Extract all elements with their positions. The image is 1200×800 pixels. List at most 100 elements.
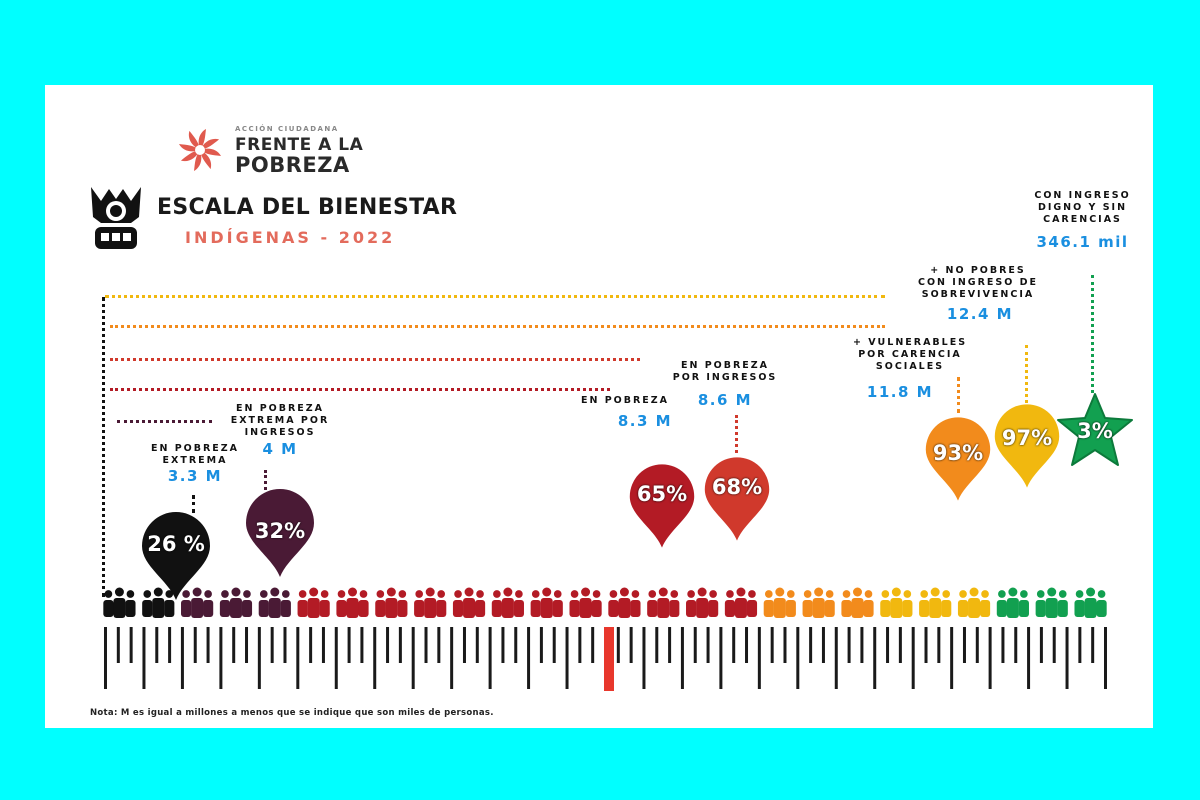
ruler-tick [796, 627, 800, 689]
pin-connector-red [735, 415, 738, 453]
value-poverty-income: 8.6 M [697, 391, 753, 409]
ruler-tick [180, 627, 184, 689]
ruler-tick [398, 627, 402, 663]
ruler-tick [411, 627, 415, 689]
people-group-icon [414, 587, 447, 618]
label-extreme-poverty-income: EN POBREZA EXTREMA POR INGRESOS [230, 403, 330, 438]
value-extreme-poverty-income: 4 M [262, 440, 298, 458]
value-vulnerable: 11.8 M [866, 383, 934, 401]
ruler-tick [193, 627, 197, 663]
ruler-tick [257, 627, 261, 689]
ruler-tick [847, 627, 851, 663]
logo-center [195, 145, 205, 155]
ruler-tick [552, 627, 556, 663]
ruler-tick [437, 627, 441, 663]
people-group-icon [375, 587, 408, 618]
ruler-tick [783, 627, 787, 663]
label-poverty: EN POBREZA [580, 395, 670, 406]
ruler-tick [501, 627, 505, 663]
people-group-icon [841, 587, 874, 618]
ruler-tick [629, 627, 633, 663]
ruler-tick [360, 627, 364, 663]
flower-logo-icon [179, 129, 221, 171]
org-line1: FRENTE A LA [235, 135, 364, 155]
value-poverty: 8.3 M [617, 412, 673, 430]
ruler-tick [386, 627, 390, 663]
ruler-tick [462, 627, 466, 663]
percent-orange: 93% [932, 441, 984, 465]
ruler-tick [424, 627, 428, 663]
ruler-tick [514, 627, 518, 663]
ruler-tick [693, 627, 697, 663]
ruler-tick [898, 627, 902, 663]
people-group-icon [996, 587, 1029, 618]
ruler-tick [770, 627, 774, 663]
people-group-icon [647, 587, 680, 618]
percent-red: 68% [711, 475, 763, 499]
people-group-icon [1074, 587, 1107, 618]
logo-petal [198, 129, 206, 150]
ruler-tick [962, 627, 966, 663]
people-group-icon [219, 587, 253, 618]
ruler-tick [680, 627, 684, 689]
pin-crimson [629, 464, 695, 548]
ruler-tick [860, 627, 864, 663]
ruler-tick [373, 627, 377, 689]
ruler-tick [886, 627, 890, 663]
ruler-tick [988, 627, 992, 689]
label-non-poor-survival: + NO POBRES CON INGRESO DE SOBREVIVENCIA [918, 265, 1038, 300]
ruler-tick [950, 627, 954, 689]
ruler-tick [873, 627, 877, 689]
ruler-tick [245, 627, 249, 663]
logo-petal [180, 150, 200, 162]
infographic-card: ACCIÓN CIUDADANA FRENTE A LA POBREZA ESC… [45, 85, 1153, 728]
people-group-icon [919, 587, 952, 618]
pin-yellow [994, 404, 1060, 488]
people-group-icon [103, 587, 136, 618]
logo-petal [200, 150, 212, 170]
percent-black: 26 % [147, 532, 205, 556]
percent-yellow: 97% [1001, 426, 1053, 450]
label-poverty-income: EN POBREZA POR INGRESOS [672, 360, 778, 383]
ruler-tick [565, 627, 569, 689]
ruler-tick [591, 627, 595, 663]
guide-vertical [102, 297, 105, 597]
org-line2: POBREZA [235, 153, 350, 177]
value-dignified-income: 346.1 mil [1036, 233, 1129, 251]
ruler-tick [104, 627, 107, 689]
people-group-icon [724, 587, 758, 618]
ruler-tick [821, 627, 825, 663]
pin-connector-green [1091, 275, 1094, 393]
people-group-icon [957, 587, 991, 618]
label-dignified-income: CON INGRESO DIGNO Y SIN CARENCIAS [1034, 190, 1131, 225]
pin-connector-orange [957, 377, 960, 413]
people-group-icon [802, 587, 835, 618]
ruler-tick [1001, 627, 1005, 663]
ruler-tick [924, 627, 928, 663]
ruler-tick [1027, 627, 1031, 689]
ruler-tick [706, 627, 710, 663]
ruler-tick [450, 627, 454, 689]
ruler-tick [668, 627, 672, 663]
guide-line-purple [117, 420, 212, 423]
pin-connector-black [192, 495, 195, 513]
ruler-tick [911, 627, 915, 689]
guide-line-red [110, 358, 640, 361]
ruler-tick [475, 627, 479, 663]
ruler-tick [129, 627, 133, 663]
ruler-tick [937, 627, 941, 663]
value-extreme-poverty: 3.3 M [167, 467, 223, 485]
guide-line-orange [110, 325, 885, 328]
logo-petal [200, 148, 221, 156]
people-group-icon [686, 587, 719, 618]
people-group-icon [569, 587, 602, 618]
ruler-tick [488, 627, 492, 689]
ruler-tick [1078, 627, 1082, 663]
ruler-tick [809, 627, 813, 663]
people-group-icon [530, 587, 563, 618]
pin-connector-purple [264, 470, 267, 490]
logo-petal [194, 150, 202, 171]
ruler-tick [655, 627, 659, 663]
ruler-tick [539, 627, 543, 663]
people-group-icon [181, 587, 214, 618]
